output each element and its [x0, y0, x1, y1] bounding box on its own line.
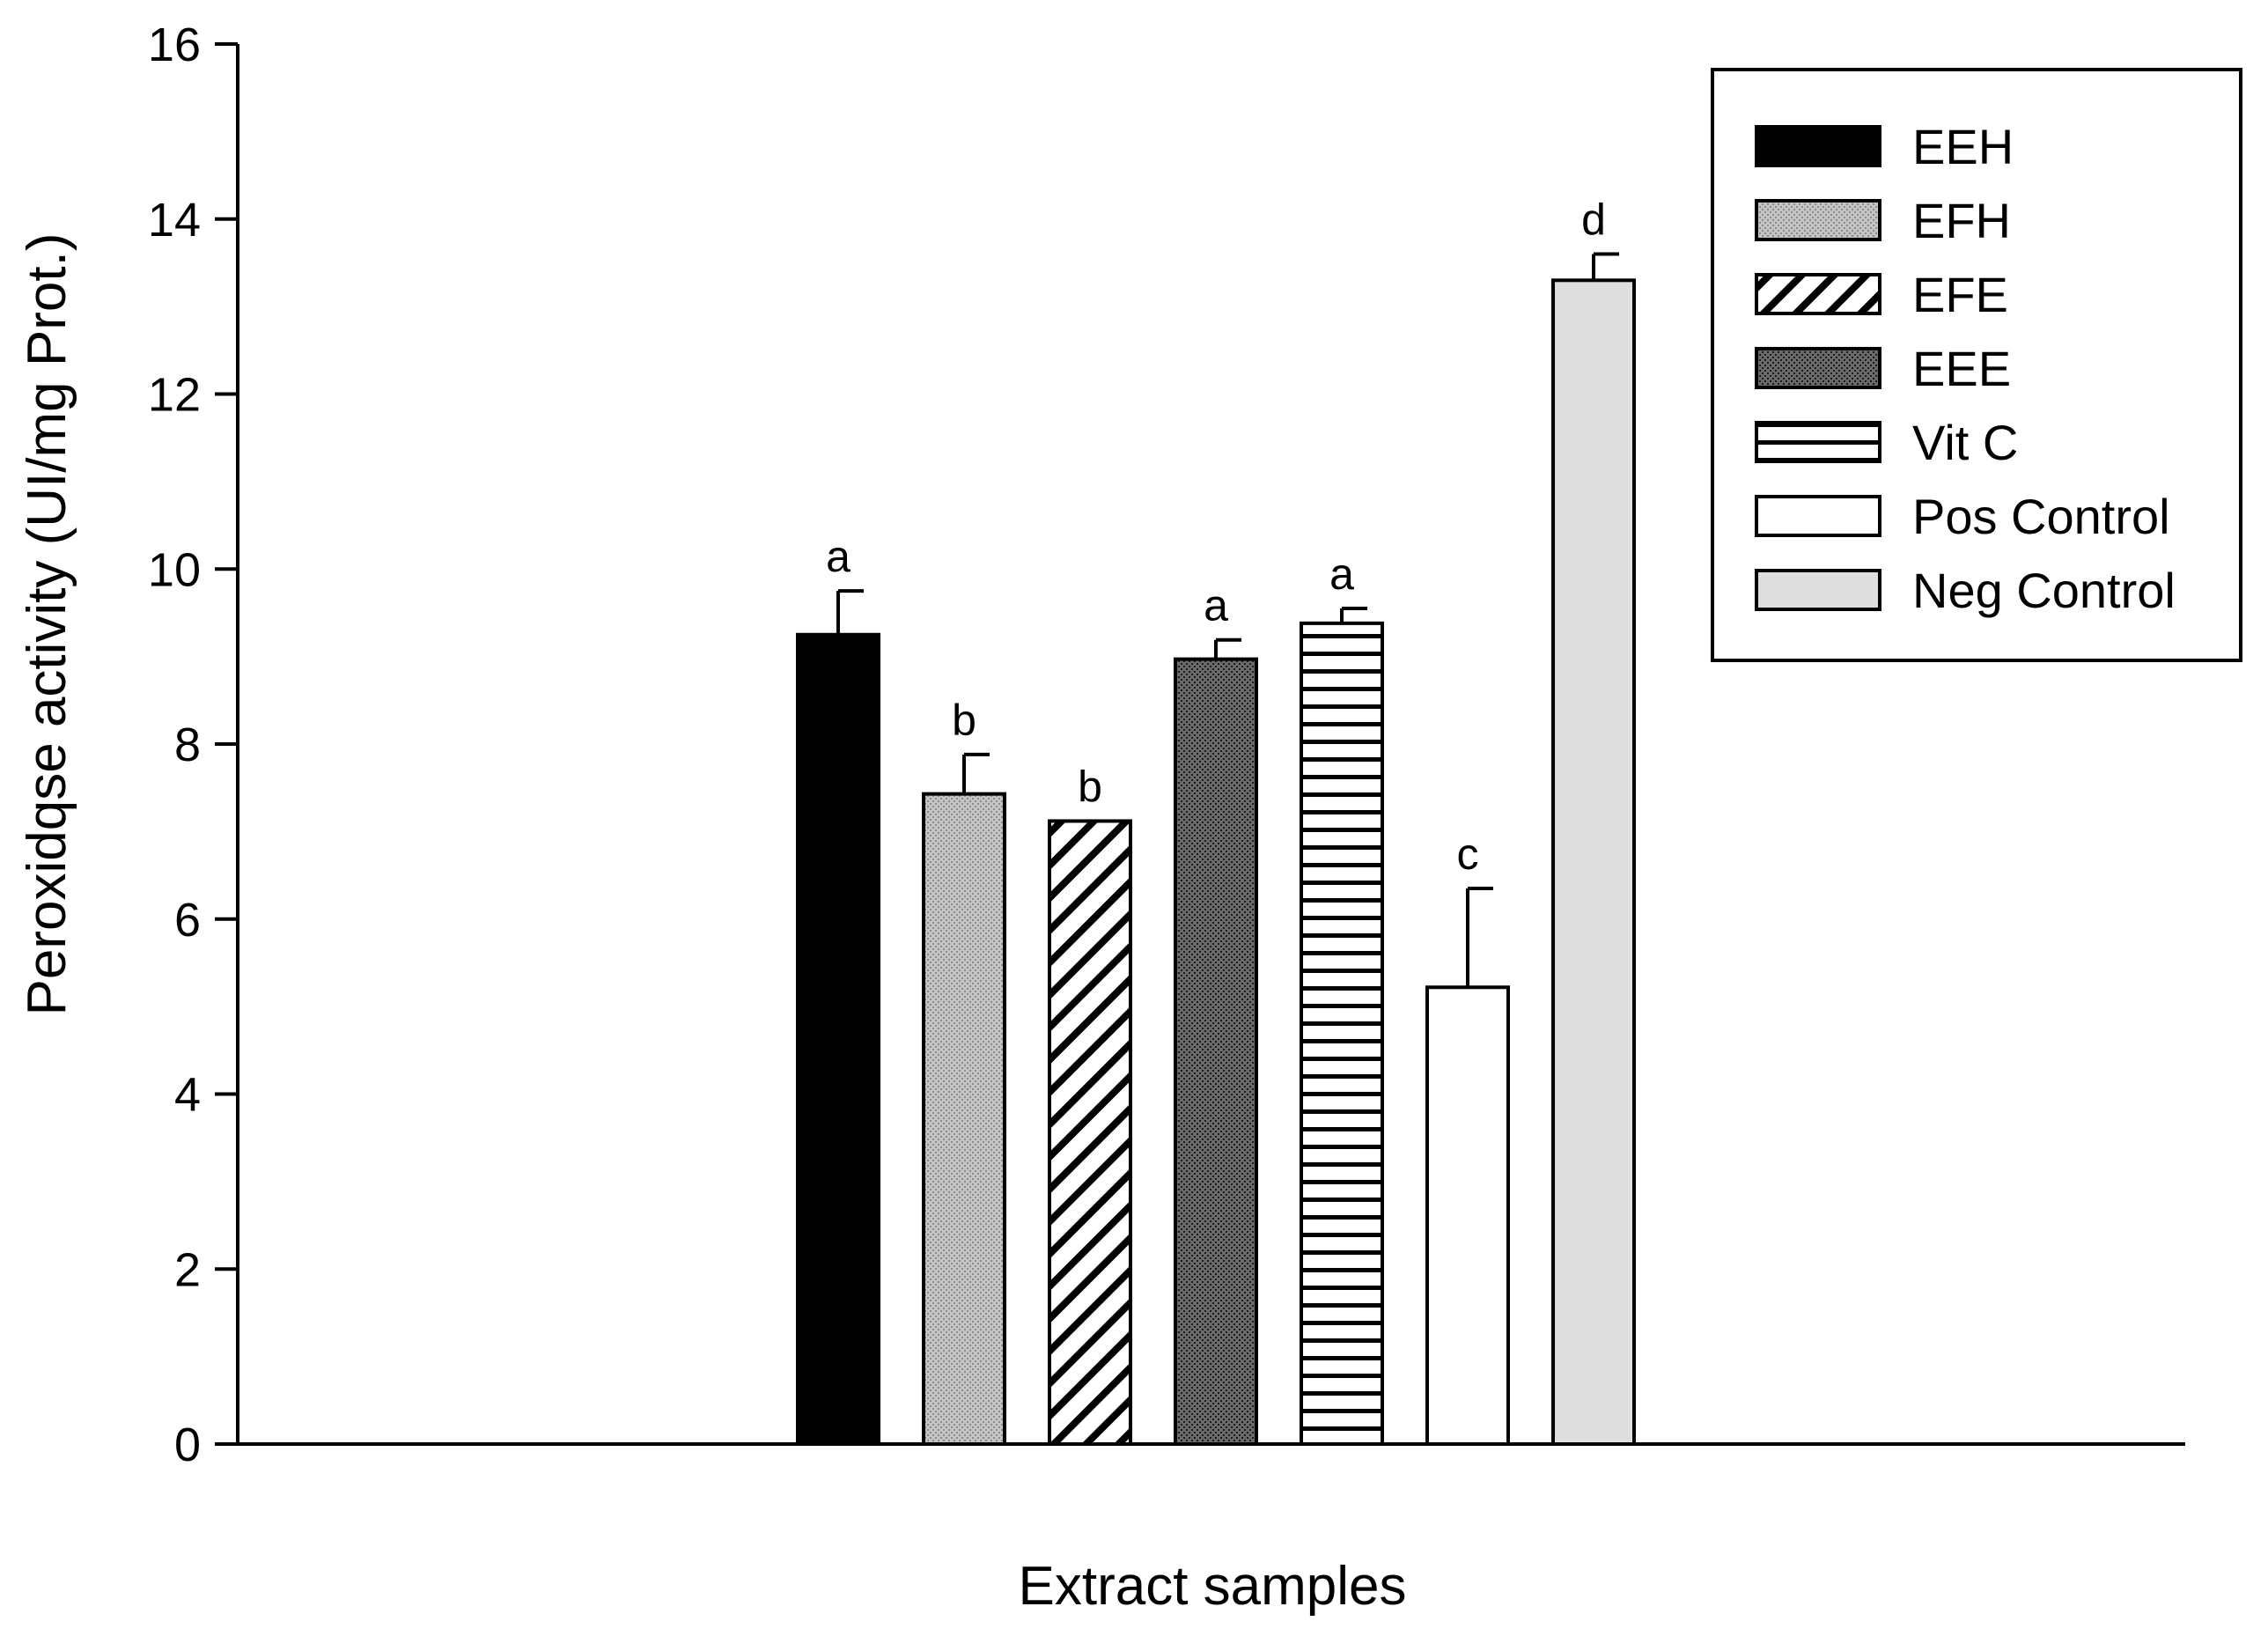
y-tick-label-2: 2: [174, 1243, 201, 1296]
significance-label-eeh: a: [826, 532, 850, 581]
bar-efe: [1048, 819, 1132, 1446]
y-tick-label-8: 8: [174, 719, 201, 771]
y-tick-label-14: 14: [148, 194, 201, 247]
y-tick-label-10: 10: [148, 543, 201, 596]
bar-pos-control: [1425, 985, 1510, 1446]
legend-label-eee: EEE: [1912, 341, 2011, 396]
significance-label-vit-c: a: [1329, 549, 1354, 599]
x-axis-title: Extract samples: [1018, 1556, 1406, 1617]
significance-label-efe: b: [1078, 762, 1102, 811]
bar-vit-c: [1300, 621, 1384, 1446]
significance-label-pos-control: c: [1457, 829, 1479, 879]
legend-swatch-pos-control: [1755, 495, 1881, 537]
significance-label-eee: a: [1204, 581, 1228, 630]
legend-label-efe: EFE: [1912, 267, 2008, 322]
legend-swatch-eeh: [1755, 125, 1881, 167]
bar-eee: [1174, 657, 1258, 1446]
legend-label-neg-control: Neg Control: [1912, 563, 2176, 618]
legend-swatch-neg-control: [1755, 569, 1881, 611]
significance-label-efh: b: [952, 696, 976, 745]
legend-label-eeh: EEH: [1912, 119, 2014, 174]
legend-label-vit-c: Vit C: [1912, 415, 2018, 470]
y-tick-label-4: 4: [174, 1069, 201, 1122]
y-tick-label-16: 16: [148, 18, 201, 71]
y-tick-label-0: 0: [174, 1419, 201, 1471]
bar-eeh: [796, 632, 880, 1446]
bar-efh: [922, 792, 1006, 1446]
bar-neg-control: [1551, 278, 1636, 1446]
y-axis-title: Peroxidqse activity (UI/mg Prot.): [17, 233, 77, 1016]
plot-area: 0 2 4 6 8 10 12 14 16 a b b a a c d: [148, 18, 2185, 1471]
legend-label-pos-control: Pos Control: [1912, 489, 2170, 544]
significance-label-neg-control: d: [1581, 195, 1606, 245]
y-tick-label-12: 12: [148, 369, 201, 422]
legend-swatch-efh: [1755, 199, 1881, 241]
legend: EEH EFH EFE EEE Vit C Pos Control Neg Control: [1711, 68, 2242, 662]
legend-swatch-efe: [1755, 273, 1881, 315]
legend-label-efh: EFH: [1912, 193, 2011, 248]
y-tick-label-6: 6: [174, 894, 201, 947]
legend-swatch-vit-c: [1755, 421, 1881, 463]
legend-swatch-eee: [1755, 347, 1881, 389]
